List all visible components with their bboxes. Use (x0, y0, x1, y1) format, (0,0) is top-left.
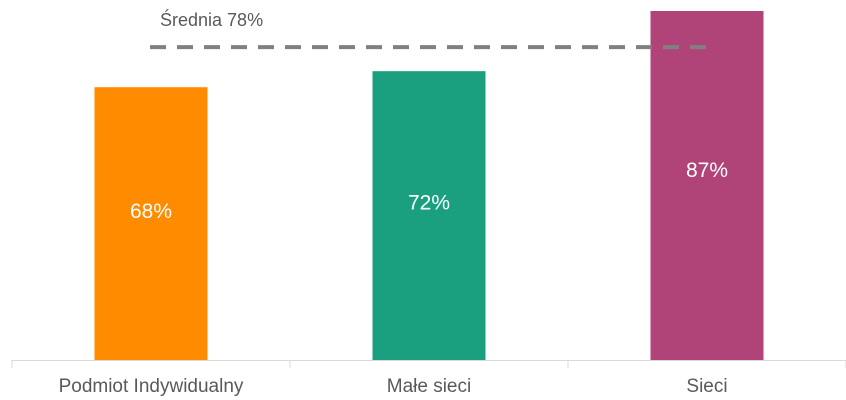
bar-2 (372, 71, 486, 360)
category-label-3: Sieci (686, 376, 727, 397)
bar-3 (650, 11, 764, 360)
category-label-1: Podmiot Indywidualny (59, 376, 244, 397)
category-label-2: Małe sieci (387, 376, 471, 397)
bar-1 (94, 87, 208, 361)
data-label-2: 72% (408, 192, 450, 215)
data-label-1: 68% (130, 200, 172, 223)
average-label: Średnia 78% (160, 9, 263, 30)
data-label-3: 87% (686, 159, 728, 182)
